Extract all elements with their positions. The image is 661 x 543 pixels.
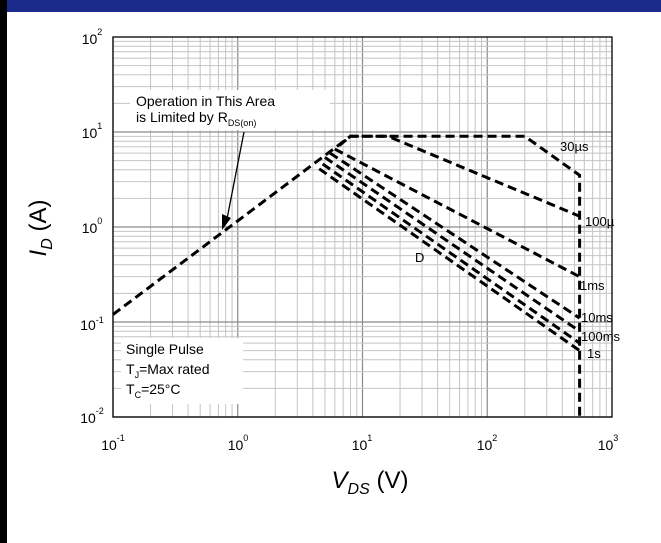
curve-label-10ms: 10ms (581, 310, 613, 325)
y-tick-label: 10-1 (80, 315, 104, 333)
soa-curve-3 (329, 151, 581, 320)
rdson-annotation: Operation in This Area is Limited by RDS… (130, 90, 330, 230)
curve-labels: 30µs 100µ 1ms 10ms 100ms 1s D (415, 139, 621, 361)
test-conditions: Single Pulse TJ=Max rated TC=25°C (121, 338, 243, 404)
x-tick-label: 102 (477, 433, 498, 453)
top-border-bar (0, 0, 661, 12)
soa-curves (112, 134, 582, 417)
curve-label-1ms: 1ms (580, 278, 605, 293)
soa-curve-2 (334, 147, 581, 279)
conditions-line-1: Single Pulse (126, 341, 204, 357)
y-tick-label: 100 (82, 216, 103, 236)
y-tick-label: 102 (82, 27, 103, 47)
y-tick-label: 10-2 (80, 406, 104, 426)
annotation-arrowhead (222, 214, 231, 230)
x-tick-label: 10-1 (101, 433, 125, 453)
curve-label-30us: 30µs (560, 139, 589, 154)
plot-border (112, 36, 613, 418)
soa-curve-1 (338, 134, 581, 218)
left-border-bar (0, 0, 7, 543)
curve-label-dc: D (415, 250, 424, 265)
x-tick-labels: 10-1 100 101 102 103 (101, 433, 618, 453)
x-tick-label: 100 (228, 433, 249, 453)
y-tick-label: 101 (82, 121, 103, 141)
conditions-background (121, 338, 243, 404)
annotation-line-1: Operation in This Area (136, 93, 275, 109)
soa-curve-5 (321, 162, 581, 345)
x-tick-label: 103 (598, 433, 619, 453)
annotation-background (130, 90, 330, 130)
y-tick-labels: 10-2 10-1 100 101 102 (80, 27, 104, 426)
curve-label-100ms: 100ms (581, 329, 621, 344)
annotation-arrow (225, 131, 245, 225)
soa-curve-6 (318, 167, 581, 352)
y-axis-label: ID (A) (25, 200, 56, 257)
soa-curve-4 (324, 156, 581, 333)
conditions-line-2: TJ=Max rated (126, 361, 210, 380)
annotation-line-2: is Limited by RDS(on) (136, 109, 256, 128)
curve-label-1s: 1s (587, 346, 601, 361)
curve-label-100us: 100µ (585, 214, 615, 229)
x-tick-label: 101 (352, 433, 373, 453)
conditions-line-3: TC=25°C (126, 381, 181, 400)
x-axis-label: VDS (V) (332, 467, 409, 498)
